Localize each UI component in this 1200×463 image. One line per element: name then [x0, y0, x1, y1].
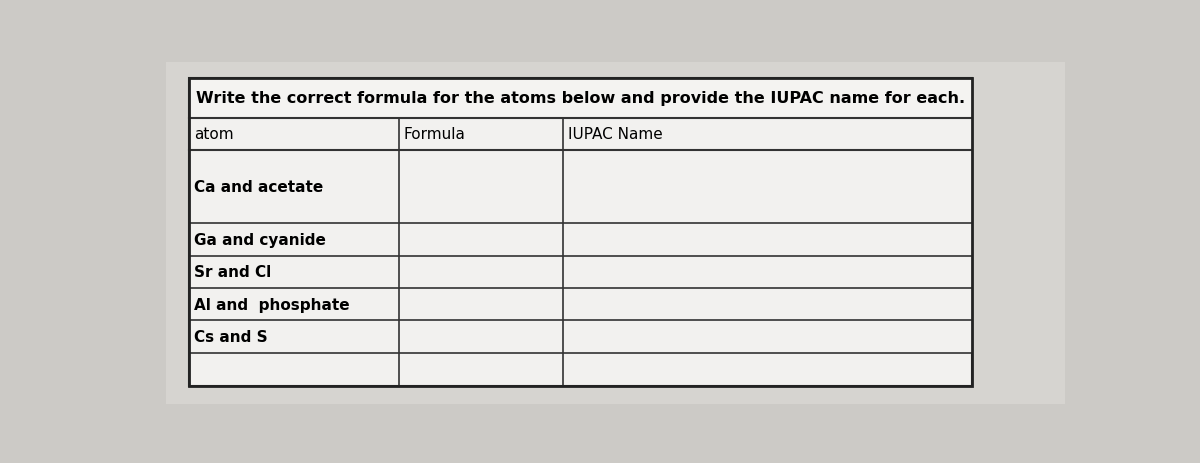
Text: Ca and acetate: Ca and acetate — [194, 180, 324, 195]
Bar — [188, 224, 972, 256]
Text: Sr and Cl: Sr and Cl — [194, 265, 271, 280]
Text: Write the correct formula for the atoms below and provide the IUPAC name for eac: Write the correct formula for the atoms … — [197, 91, 966, 106]
Bar — [188, 256, 972, 288]
Bar — [188, 321, 972, 353]
Text: Ga and cyanide: Ga and cyanide — [194, 232, 326, 247]
Bar — [188, 151, 972, 224]
Text: Formula: Formula — [404, 127, 466, 142]
Bar — [188, 119, 972, 151]
Bar — [188, 288, 972, 321]
Bar — [188, 79, 972, 119]
Bar — [188, 79, 972, 386]
Text: atom: atom — [194, 127, 234, 142]
Bar — [188, 79, 972, 386]
Text: Al and  phosphate: Al and phosphate — [194, 297, 350, 312]
FancyBboxPatch shape — [166, 63, 1064, 404]
Text: Cs and S: Cs and S — [194, 329, 268, 344]
Text: IUPAC Name: IUPAC Name — [569, 127, 664, 142]
